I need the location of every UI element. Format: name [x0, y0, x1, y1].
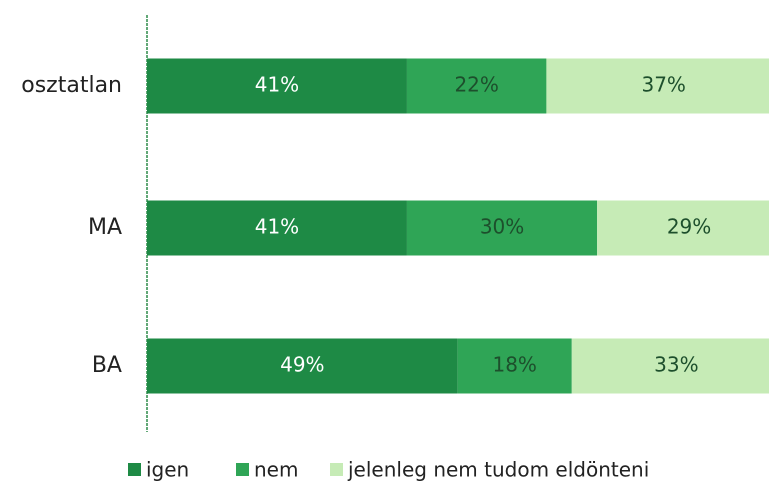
value-label: 41%: [255, 215, 299, 239]
bar-segment: [147, 58, 407, 114]
value-label: 41%: [255, 73, 299, 97]
legend-swatch: [330, 463, 343, 476]
value-label: 37%: [641, 73, 685, 97]
bar-segment: [597, 200, 769, 256]
bar-segment: [147, 338, 458, 394]
legend-label: igen: [146, 458, 189, 482]
category-label: BA: [92, 353, 122, 378]
bar-segment: [147, 200, 407, 256]
legend-label: nem: [254, 458, 298, 482]
legend-label: jelenleg nem tudom eldönteni: [347, 458, 649, 482]
value-label: 33%: [654, 353, 698, 377]
value-label: 30%: [480, 215, 524, 239]
value-label: 22%: [454, 73, 498, 97]
bar-segment: [546, 58, 769, 114]
category-label: MA: [88, 215, 122, 240]
value-label: 18%: [492, 353, 536, 377]
legend-swatch: [128, 463, 141, 476]
value-label: 49%: [280, 353, 324, 377]
bar-segment: [571, 338, 769, 394]
value-label: 29%: [667, 215, 711, 239]
legend-swatch: [236, 463, 249, 476]
bar-segment: [406, 58, 547, 114]
bar-segment: [406, 200, 598, 256]
bar-segment: [457, 338, 572, 394]
category-label: osztatlan: [21, 73, 122, 98]
